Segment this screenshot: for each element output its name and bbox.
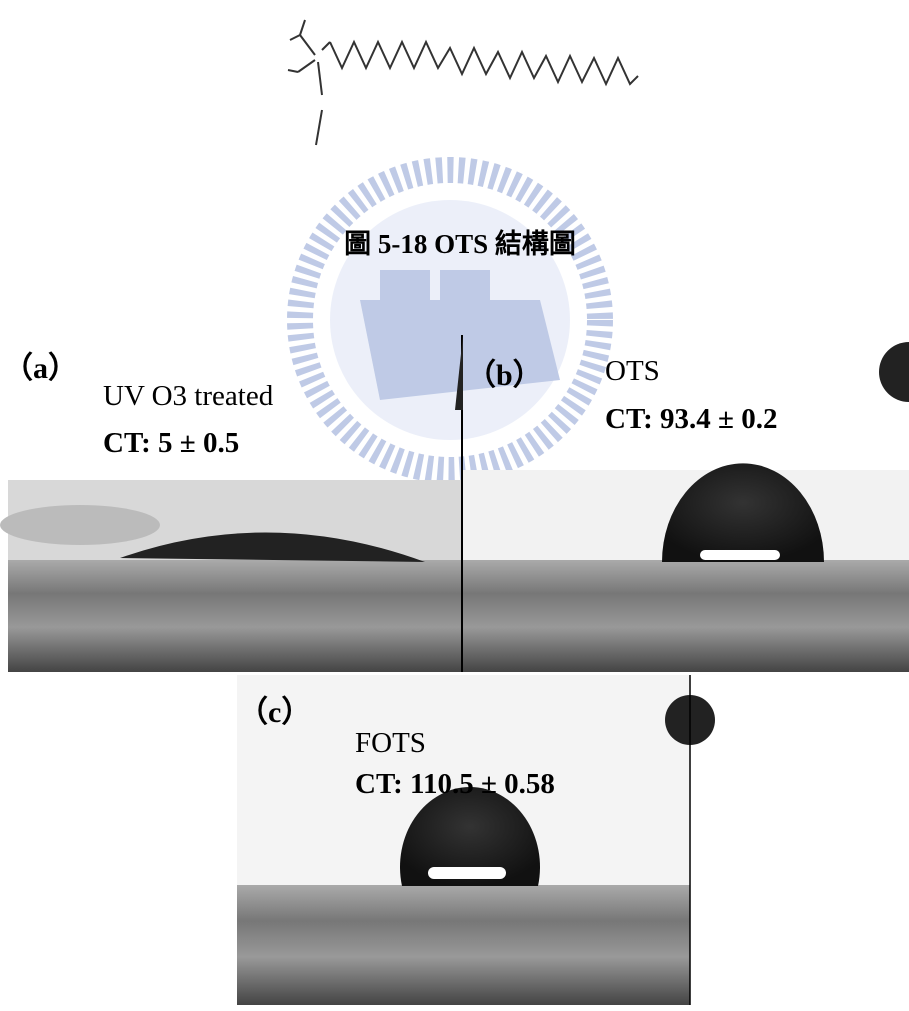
photo-a	[0, 480, 462, 672]
treatment: FOTS	[355, 727, 426, 759]
contact-angle: CT: 5 ± 0.5	[103, 427, 239, 459]
figure-caption: 圖 5-18 OTS 結構圖	[344, 228, 576, 259]
panel-label: （c）	[238, 695, 311, 729]
panel-label: （a）	[3, 351, 78, 385]
watermark	[300, 170, 600, 470]
panel-label: （b）	[466, 358, 543, 392]
page: 圖 5-18 OTS 結構圖 （a） UV O3 treated CT: 5 ±…	[0, 0, 909, 1011]
treatment: OTS	[605, 355, 660, 387]
treatment: UV O3 treated	[103, 380, 274, 412]
molecule-structure	[288, 20, 638, 145]
contact-angle: CT: 110.5 ± 0.58	[355, 768, 555, 800]
contact-angle: CT: 93.4 ± 0.2	[605, 403, 777, 435]
